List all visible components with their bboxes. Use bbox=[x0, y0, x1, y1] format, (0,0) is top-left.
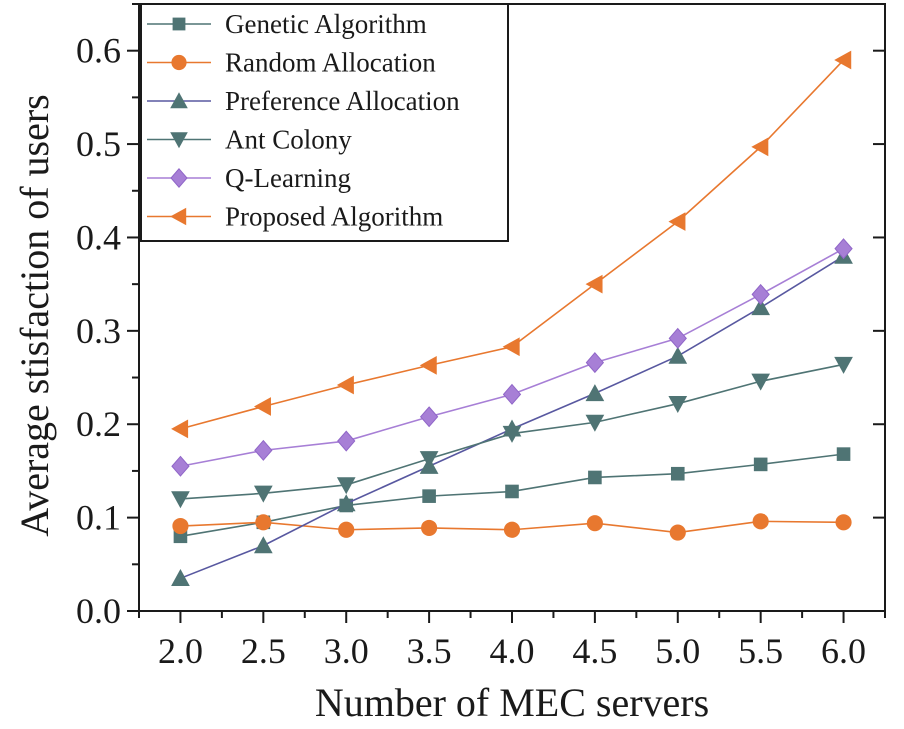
marker-square bbox=[836, 447, 851, 461]
y-tick-label: 0.0 bbox=[76, 591, 121, 631]
series-proposed-algorithm bbox=[171, 50, 852, 439]
marker-circle bbox=[171, 54, 187, 71]
marker-triangle-left bbox=[502, 337, 520, 357]
marker-square bbox=[172, 17, 186, 31]
marker-diamond bbox=[254, 439, 273, 461]
marker-circle bbox=[172, 517, 189, 535]
marker-diamond bbox=[170, 168, 188, 188]
marker-circle bbox=[255, 514, 272, 531]
legend-label: Q-Learning bbox=[225, 163, 351, 193]
y-tick-label: 0.4 bbox=[76, 217, 121, 257]
x-tick-label: 2.5 bbox=[241, 631, 286, 671]
legend-label: Genetic Algorithm bbox=[225, 9, 427, 39]
axes-group: 2.0 2.5 3.0 3.5 4.0 4.5 5.0 5.5 6.0 0.0 0.1 0.2 0.3 0… bbox=[76, 3, 886, 671]
marker-triangle-down bbox=[253, 485, 273, 503]
marker-circle bbox=[835, 514, 852, 531]
marker-triangle-down bbox=[668, 396, 688, 414]
marker-diamond bbox=[337, 430, 356, 452]
marker-triangle-up bbox=[585, 384, 605, 402]
x-tick-label: 5.5 bbox=[738, 631, 783, 671]
series-q-learning bbox=[171, 238, 853, 477]
marker-diamond bbox=[834, 238, 853, 260]
marker-triangle-left bbox=[170, 207, 187, 226]
y-tick-label: 0.5 bbox=[76, 124, 121, 164]
marker-diamond bbox=[502, 383, 522, 405]
legend-label: Ant Colony bbox=[225, 125, 352, 155]
marker-triangle-left bbox=[751, 137, 769, 157]
marker-triangle-up bbox=[751, 298, 771, 316]
marker-triangle-down bbox=[834, 356, 853, 374]
marker-square bbox=[670, 466, 685, 481]
marker-triangle-up bbox=[170, 92, 188, 109]
x-tick-label: 6.0 bbox=[821, 631, 866, 671]
marker-triangle-down bbox=[419, 451, 439, 469]
marker-triangle-down bbox=[751, 373, 771, 391]
marker-triangle-up bbox=[253, 536, 273, 554]
legend-label: Random Allocation bbox=[225, 48, 436, 78]
x-tick-label: 4.5 bbox=[572, 631, 617, 671]
x-tick-label: 2.0 bbox=[158, 631, 203, 671]
marker-triangle-left bbox=[171, 419, 189, 439]
x-tick-label: 5.0 bbox=[655, 631, 700, 671]
y-tick-label: 0.2 bbox=[76, 404, 121, 444]
marker-diamond bbox=[751, 283, 770, 305]
marker-square bbox=[588, 470, 602, 485]
marker-diamond bbox=[419, 406, 439, 428]
marker-triangle-left bbox=[253, 397, 271, 416]
legend-label: Preference Allocation bbox=[225, 86, 460, 116]
marker-circle bbox=[586, 515, 603, 532]
marker-circle bbox=[338, 521, 355, 538]
marker-triangle-left bbox=[336, 375, 354, 395]
series-ant-colony bbox=[171, 356, 853, 509]
marker-triangle-left bbox=[585, 274, 603, 294]
marker-triangle-down bbox=[585, 414, 605, 432]
marker-triangle-up bbox=[668, 346, 688, 364]
marker-circle bbox=[503, 521, 521, 538]
x-tick-label: 3.5 bbox=[407, 631, 452, 671]
marker-triangle-left bbox=[834, 50, 852, 70]
y-tick-label: 0.3 bbox=[76, 311, 121, 351]
marker-triangle-left bbox=[668, 212, 686, 231]
marker-square bbox=[505, 484, 519, 499]
marker-diamond bbox=[171, 455, 190, 477]
x-tick-label: 4.0 bbox=[490, 631, 535, 671]
marker-triangle-left bbox=[419, 356, 437, 375]
marker-triangle-down bbox=[170, 132, 188, 149]
legend: Genetic Algorithm Random Allocation Prefer… bbox=[140, 3, 509, 242]
legend-box bbox=[140, 3, 509, 242]
marker-triangle-down bbox=[171, 491, 190, 509]
marker-triangle-down bbox=[336, 477, 356, 495]
y-axis-title: Average stisfaction of users bbox=[12, 94, 57, 536]
x-tick-label: 3.0 bbox=[324, 631, 369, 671]
marker-circle bbox=[669, 524, 686, 541]
series-group bbox=[171, 50, 853, 586]
y-tick-label: 0.6 bbox=[76, 31, 121, 71]
marker-triangle-up bbox=[336, 494, 356, 512]
marker-square bbox=[753, 457, 768, 472]
marker-square bbox=[422, 489, 436, 503]
marker-circle bbox=[421, 519, 438, 536]
marker-diamond bbox=[668, 327, 687, 349]
marker-triangle-down bbox=[502, 425, 522, 443]
marker-circle bbox=[752, 513, 769, 530]
x-axis-title: Number of MEC servers bbox=[315, 680, 709, 725]
legend-label: Proposed Algorithm bbox=[225, 202, 443, 232]
marker-diamond bbox=[585, 352, 605, 374]
series-random-allocation bbox=[172, 513, 852, 541]
marker-triangle-up bbox=[171, 568, 190, 586]
y-tick-label: 0.1 bbox=[76, 498, 121, 538]
